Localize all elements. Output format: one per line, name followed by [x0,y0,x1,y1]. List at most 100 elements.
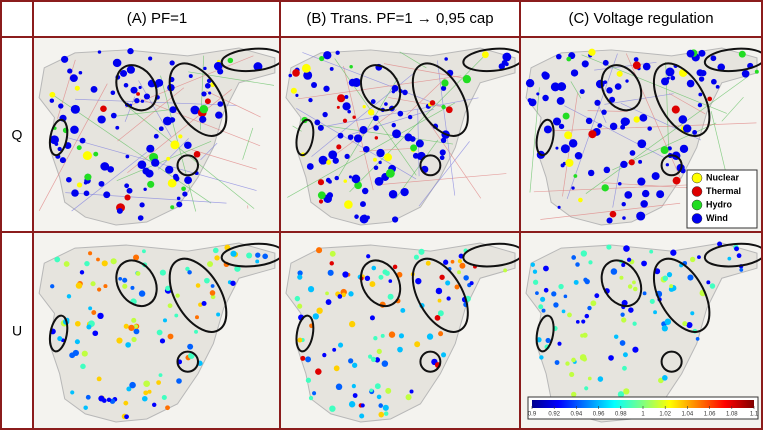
map-dot [168,334,174,340]
map-dot [682,321,687,326]
map-dot [686,322,692,328]
map-dot [440,149,446,155]
map-dot [84,191,90,197]
map-dot [70,74,78,82]
map-dot [558,284,563,289]
map-dot [319,56,324,61]
map-dot [620,313,624,317]
map-dot [539,355,543,359]
map-dot [297,338,302,343]
map-dot [181,186,186,191]
map-dot [641,261,647,267]
map-dot [542,72,550,80]
map-dot [333,158,339,164]
map-dot [160,270,166,276]
map-dot [643,291,647,295]
map-dot [318,191,326,199]
map-dot [529,99,537,107]
map-dot [400,308,405,313]
map-dot [322,353,326,357]
map-dot [526,79,534,87]
map-dot [309,396,313,400]
map-dot [142,396,148,401]
map-dot [696,337,700,341]
map-dot [698,50,705,57]
map-dot [652,172,660,180]
map-dot [566,146,570,150]
map-dot [373,115,379,121]
map-dot [698,93,702,97]
map-dot [399,333,404,338]
row-label: Q [12,127,23,143]
map-dot [76,282,83,288]
map-dot [147,181,154,188]
map-dot [143,380,150,387]
map-dot [555,147,558,150]
map-dot [538,304,543,309]
map-dot [139,202,144,207]
map-dot [502,60,508,66]
map-dot [184,142,192,149]
map-dot [377,395,382,400]
map-dot [342,271,348,277]
map-dot [667,272,672,277]
map-dot [544,288,549,293]
map-dot [199,116,206,123]
map-dot [672,106,680,114]
map-dot [444,57,448,61]
map-dot [637,178,645,186]
map-dot [690,311,694,315]
map-dot [463,75,471,83]
map-dot [332,348,336,352]
map-dot [557,82,566,91]
map-dot [325,291,329,295]
map-dot [159,373,163,377]
map-dot [608,355,614,361]
map-dot [542,309,546,313]
map-dot [91,86,98,93]
map-dot [123,401,128,406]
map-dot [663,276,668,282]
map-dot [77,145,82,150]
map-dot [205,98,211,104]
map-dot [117,208,123,214]
map-dot [559,124,564,129]
map-dot [349,321,355,327]
map-dot [159,126,164,131]
map-dot [698,103,702,107]
map-dot [55,142,59,146]
map-dot [389,331,395,337]
column-header: (B) Trans. PF=1 → 0,95 cap [306,10,493,27]
map-dot [457,270,461,274]
map-dot [565,361,569,365]
map-dot [207,261,213,267]
map-dot [174,314,178,318]
map-dot [683,124,691,132]
map-dot [650,299,655,304]
map-dot [359,413,364,418]
map-dot [623,388,629,394]
map-dot [575,262,580,267]
map-dot [75,86,80,91]
map-dot [176,201,182,207]
map-dot [130,87,137,94]
map-dot [337,94,345,102]
map-dot [365,276,370,281]
map-dot [70,390,74,394]
map-dot [54,257,60,263]
map-dot [102,398,107,403]
map-dot [315,368,321,375]
map-dot [667,77,670,80]
map-dot [176,378,182,384]
map [34,38,284,232]
map-dot [623,245,630,252]
map-dot [536,92,539,95]
map-dot [594,293,599,298]
map-dot [611,268,618,275]
map-dot [70,126,79,134]
column-header: (C) Voltage regulation [568,10,713,27]
map-dot [727,257,731,261]
map-dot [58,103,63,108]
map-dot [86,324,91,329]
map-dot [96,258,100,262]
